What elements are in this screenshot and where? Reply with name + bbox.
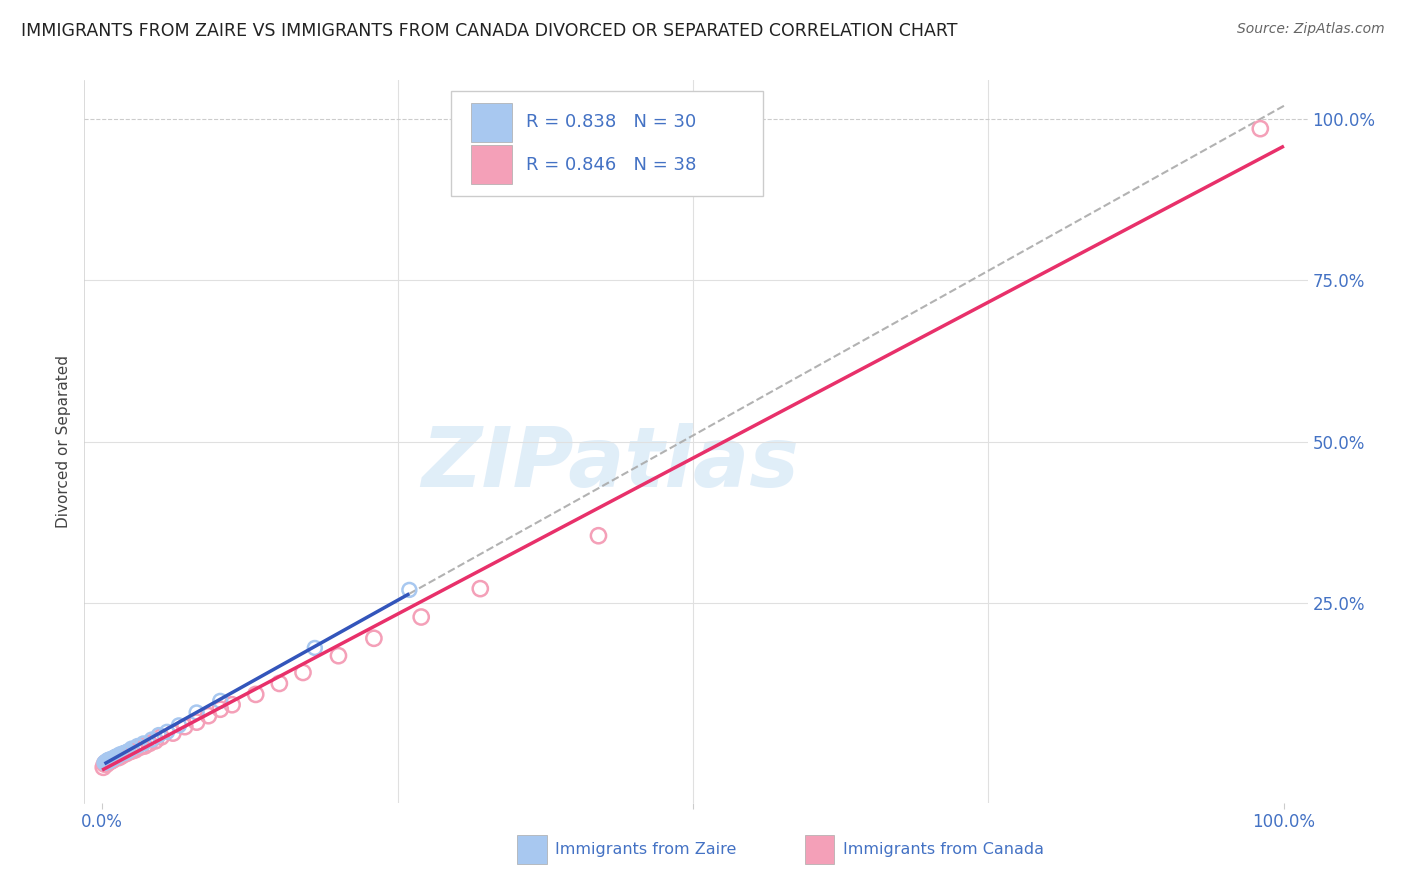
Point <box>209 694 232 708</box>
Point <box>162 726 184 740</box>
Point <box>105 749 128 764</box>
Point <box>97 753 120 767</box>
FancyBboxPatch shape <box>451 91 763 196</box>
Point <box>98 755 121 769</box>
Text: Immigrants from Zaire: Immigrants from Zaire <box>555 842 737 857</box>
Point <box>108 747 131 762</box>
Point <box>105 750 128 764</box>
Point <box>143 734 166 748</box>
Point <box>398 582 420 597</box>
Point <box>150 730 173 744</box>
Point <box>96 754 118 768</box>
Point <box>97 755 120 769</box>
Point <box>107 749 129 764</box>
Point <box>98 753 121 767</box>
Point <box>103 750 125 764</box>
Point <box>124 743 146 757</box>
Point <box>1249 121 1271 136</box>
Text: Immigrants from Canada: Immigrants from Canada <box>842 842 1043 857</box>
Point <box>209 702 232 716</box>
Point <box>94 755 117 769</box>
FancyBboxPatch shape <box>517 835 547 864</box>
Point <box>138 736 160 750</box>
Point <box>245 687 267 701</box>
FancyBboxPatch shape <box>804 835 834 864</box>
FancyBboxPatch shape <box>471 103 513 142</box>
Text: ZIPatlas: ZIPatlas <box>422 423 799 504</box>
Point <box>186 706 208 720</box>
Point <box>100 752 122 766</box>
Point <box>100 753 122 767</box>
Point <box>197 708 219 723</box>
Point <box>117 744 139 758</box>
Point <box>328 648 350 663</box>
Point <box>173 720 195 734</box>
Text: IMMIGRANTS FROM ZAIRE VS IMMIGRANTS FROM CANADA DIVORCED OR SEPARATED CORRELATIO: IMMIGRANTS FROM ZAIRE VS IMMIGRANTS FROM… <box>21 22 957 40</box>
Y-axis label: Divorced or Separated: Divorced or Separated <box>56 355 72 528</box>
Point <box>112 746 135 760</box>
Point <box>91 760 114 774</box>
Point <box>588 529 610 543</box>
Point <box>363 632 385 646</box>
Point <box>104 750 127 764</box>
Point <box>98 753 121 767</box>
Point <box>221 698 243 712</box>
Point <box>93 756 115 770</box>
FancyBboxPatch shape <box>471 145 513 185</box>
Point <box>112 747 135 762</box>
Point <box>93 757 115 772</box>
Text: R = 0.838   N = 30: R = 0.838 N = 30 <box>526 113 696 131</box>
Point <box>103 752 125 766</box>
Point <box>110 749 132 764</box>
Point <box>94 756 117 770</box>
Point <box>186 715 208 730</box>
Point <box>117 746 139 760</box>
Point <box>167 718 190 732</box>
Point <box>98 754 121 768</box>
Point <box>141 732 163 747</box>
Point <box>121 744 143 758</box>
Point <box>156 724 179 739</box>
Point <box>148 728 170 742</box>
Point <box>101 753 124 767</box>
Point <box>114 747 136 761</box>
Point <box>107 750 129 764</box>
Point <box>97 755 120 769</box>
Point <box>304 640 326 655</box>
Point <box>96 755 118 769</box>
Point <box>470 582 492 596</box>
Point <box>134 739 156 753</box>
Text: Source: ZipAtlas.com: Source: ZipAtlas.com <box>1237 22 1385 37</box>
Point <box>411 610 433 624</box>
Point <box>129 740 152 755</box>
Point <box>292 665 315 680</box>
Point <box>127 739 149 753</box>
Text: R = 0.846   N = 38: R = 0.846 N = 38 <box>526 156 696 174</box>
Point <box>132 736 155 750</box>
Point <box>121 741 143 756</box>
Point <box>269 676 291 690</box>
Point <box>98 754 121 768</box>
Point <box>114 746 136 760</box>
Point <box>101 752 124 766</box>
Point <box>96 757 118 772</box>
